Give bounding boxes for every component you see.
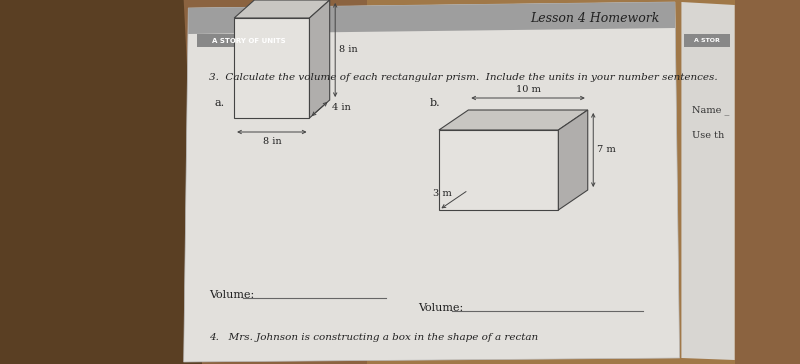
Text: Name _: Name _: [691, 105, 729, 115]
Text: 10 m: 10 m: [516, 86, 541, 95]
Polygon shape: [439, 110, 588, 130]
Text: A STORY OF UNITS: A STORY OF UNITS: [212, 38, 286, 44]
Text: 4.   Mrs. Johnson is constructing a box in the shape of a rectan: 4. Mrs. Johnson is constructing a box in…: [210, 333, 538, 343]
Polygon shape: [439, 130, 558, 210]
Polygon shape: [234, 18, 310, 118]
Polygon shape: [0, 0, 202, 364]
Bar: [198, 34, 300, 47]
Polygon shape: [310, 0, 330, 118]
Text: Lesson 4 Homework: Lesson 4 Homework: [530, 12, 659, 24]
Polygon shape: [367, 0, 734, 364]
Polygon shape: [682, 2, 734, 360]
Text: 3.  Calculate the volume of each rectangular prism.  Include the units in your n: 3. Calculate the volume of each rectangu…: [210, 74, 718, 83]
Text: Volume:: Volume:: [210, 290, 254, 300]
Polygon shape: [188, 2, 675, 34]
Text: Volume:: Volume:: [418, 303, 463, 313]
Text: 4 in: 4 in: [333, 103, 351, 112]
Text: a.: a.: [215, 98, 225, 108]
Bar: [684, 34, 730, 47]
Text: 7 m: 7 m: [597, 146, 616, 154]
Polygon shape: [184, 2, 679, 362]
Text: Use th: Use th: [691, 131, 724, 139]
Polygon shape: [234, 0, 330, 18]
Text: 8 in: 8 in: [339, 46, 358, 55]
Text: b.: b.: [430, 98, 441, 108]
Polygon shape: [558, 110, 588, 210]
Text: 8 in: 8 in: [262, 138, 281, 146]
Text: A STOR: A STOR: [694, 39, 720, 44]
Text: 3 m: 3 m: [433, 190, 452, 198]
